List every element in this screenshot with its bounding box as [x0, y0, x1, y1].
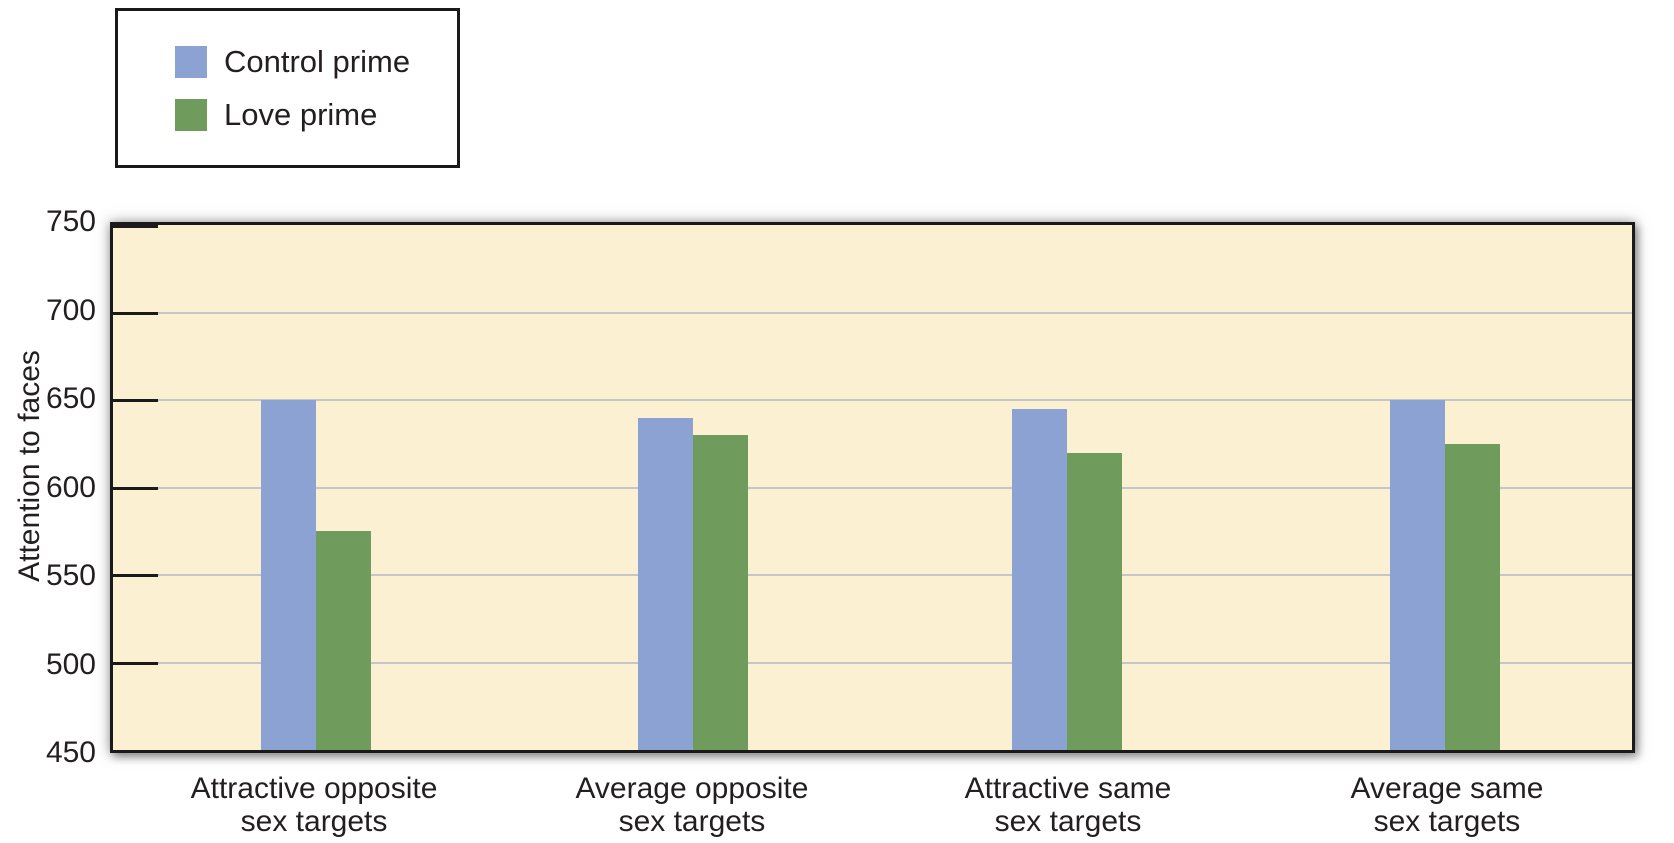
x-category-label-line: Average opposite — [575, 772, 809, 805]
y-tick-mark — [113, 311, 158, 315]
bar-love-prime — [692, 435, 748, 750]
legend-label: Control prime — [224, 44, 411, 79]
gridline — [113, 574, 1632, 576]
bar-group — [1389, 400, 1500, 750]
bar-group — [1012, 408, 1123, 750]
x-category-label-line: sex targets — [240, 805, 388, 838]
x-category-label-line: Average same — [1350, 772, 1544, 805]
legend-swatch-control-prime — [175, 45, 207, 78]
y-tick-label: 650 — [45, 382, 96, 415]
bar-love-prime — [316, 531, 372, 750]
bar-love-prime — [1444, 443, 1500, 750]
bar-control-prime — [637, 417, 693, 750]
gridline — [113, 486, 1632, 489]
x-category-label-line: Attractive opposite — [190, 772, 438, 805]
gridline — [113, 661, 1632, 664]
x-category-label-line: Attractive same — [964, 772, 1172, 805]
legend-item: Control prime — [175, 44, 457, 79]
bar-group — [261, 400, 372, 750]
gridline — [113, 399, 1632, 401]
legend-label: Love prime — [224, 97, 378, 132]
legend-item: Love prime — [175, 97, 457, 132]
y-tick-label: 550 — [45, 559, 96, 592]
gridline — [113, 311, 1632, 314]
x-category-label-line: sex targets — [618, 805, 766, 838]
x-category-label-line: sex targets — [994, 805, 1142, 838]
x-category-label: Average opposite sex targets — [502, 772, 882, 838]
x-category-label-line: sex targets — [1373, 805, 1521, 838]
bar-control-prime — [1389, 400, 1445, 750]
y-tick-label: 750 — [45, 205, 96, 238]
y-tick-label: 600 — [45, 470, 96, 504]
bar-control-prime — [1012, 408, 1068, 750]
y-tick-label: 700 — [45, 293, 96, 327]
x-category-label: Attractive same sex targets — [878, 772, 1258, 838]
y-tick-mark — [113, 399, 158, 402]
x-category-label: Attractive opposite sex targets — [124, 772, 504, 838]
x-category-label: Average same sex targets — [1257, 772, 1637, 838]
bar-control-prime — [261, 400, 317, 750]
y-tick-mark — [113, 486, 158, 490]
legend: Control prime Love prime — [115, 8, 460, 168]
plot-area — [110, 222, 1635, 753]
y-tick-mark — [113, 574, 158, 577]
legend-swatch-love-prime — [175, 98, 207, 131]
y-tick-label: 450 — [45, 736, 96, 769]
y-tick-mark — [113, 225, 158, 228]
bar-love-prime — [1067, 452, 1123, 750]
bar-group — [637, 417, 748, 750]
y-tick-mark — [113, 661, 158, 665]
y-tick-label: 500 — [45, 647, 96, 681]
